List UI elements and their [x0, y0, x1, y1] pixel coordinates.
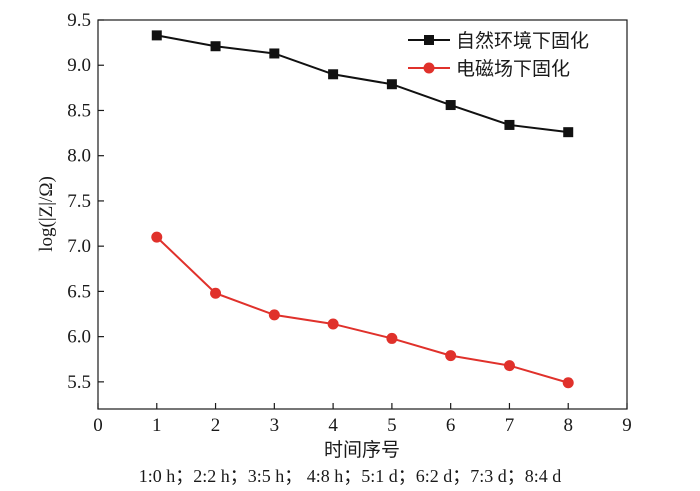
y-tick-label: 8.5 — [67, 100, 91, 121]
legend-marker-circle — [423, 62, 435, 74]
x-tick-label: 4 — [328, 415, 338, 436]
data-point-square — [563, 127, 574, 138]
data-point-circle — [151, 231, 163, 243]
legend-label: 自然环境下固化 — [456, 30, 589, 52]
data-point-circle — [386, 332, 398, 344]
data-point-circle — [327, 318, 339, 330]
data-point-circle — [445, 350, 457, 362]
y-tick-label: 7.5 — [67, 191, 91, 212]
legend-label: 电磁场下固化 — [456, 58, 570, 80]
data-point-square — [328, 69, 339, 80]
time-legend-note: 1:0 h；2:2 h；3:5 h； 4:8 h；5:1 d；6:2 d；7:3… — [139, 466, 562, 486]
data-point-square — [504, 119, 515, 130]
y-axis-label: log(|Z|/Ω) — [36, 176, 57, 252]
data-point-circle — [210, 287, 222, 299]
y-tick-label: 9.0 — [67, 55, 91, 76]
x-tick-label: 3 — [270, 415, 280, 436]
data-point-square — [445, 100, 456, 111]
series — [151, 30, 574, 389]
data-point-square — [269, 48, 280, 59]
x-tick-label: 7 — [505, 415, 515, 436]
data-point-circle — [268, 309, 280, 321]
series-line-1 — [156, 34, 569, 134]
x-axis-label: 时间序号 — [324, 439, 400, 461]
data-point-square — [210, 41, 221, 52]
data-point-circle — [562, 377, 574, 389]
x-tick-label: 1 — [152, 415, 162, 436]
legend-marker-square — [424, 35, 434, 45]
y-tick-label: 8.0 — [67, 146, 91, 167]
y-tick-label: 6.5 — [67, 281, 91, 302]
x-tick-label: 0 — [93, 415, 103, 436]
x-tick-label: 2 — [211, 415, 221, 436]
x-tick-label: 8 — [563, 415, 573, 436]
ticks: 0 1 2 3 4 5 6 7 8 9 5.5 6.0 6.5 7.0 7.5 8.0 8.5 9.0 9.5 — [67, 10, 632, 436]
y-tick-label: 6.0 — [67, 327, 91, 348]
y-tick-label: 9.5 — [67, 10, 91, 31]
data-point-square — [151, 30, 162, 41]
axes — [97, 19, 628, 410]
x-tick-label: 6 — [446, 415, 456, 436]
data-point-circle — [503, 360, 515, 372]
y-tick-label: 5.5 — [67, 372, 91, 393]
series-line-2 — [156, 236, 569, 384]
data-point-square — [386, 79, 397, 90]
plot-frame — [97, 19, 628, 410]
x-tick-label: 5 — [387, 415, 397, 436]
y-tick-label: 7.0 — [67, 236, 91, 257]
x-tick-label: 9 — [622, 415, 632, 436]
